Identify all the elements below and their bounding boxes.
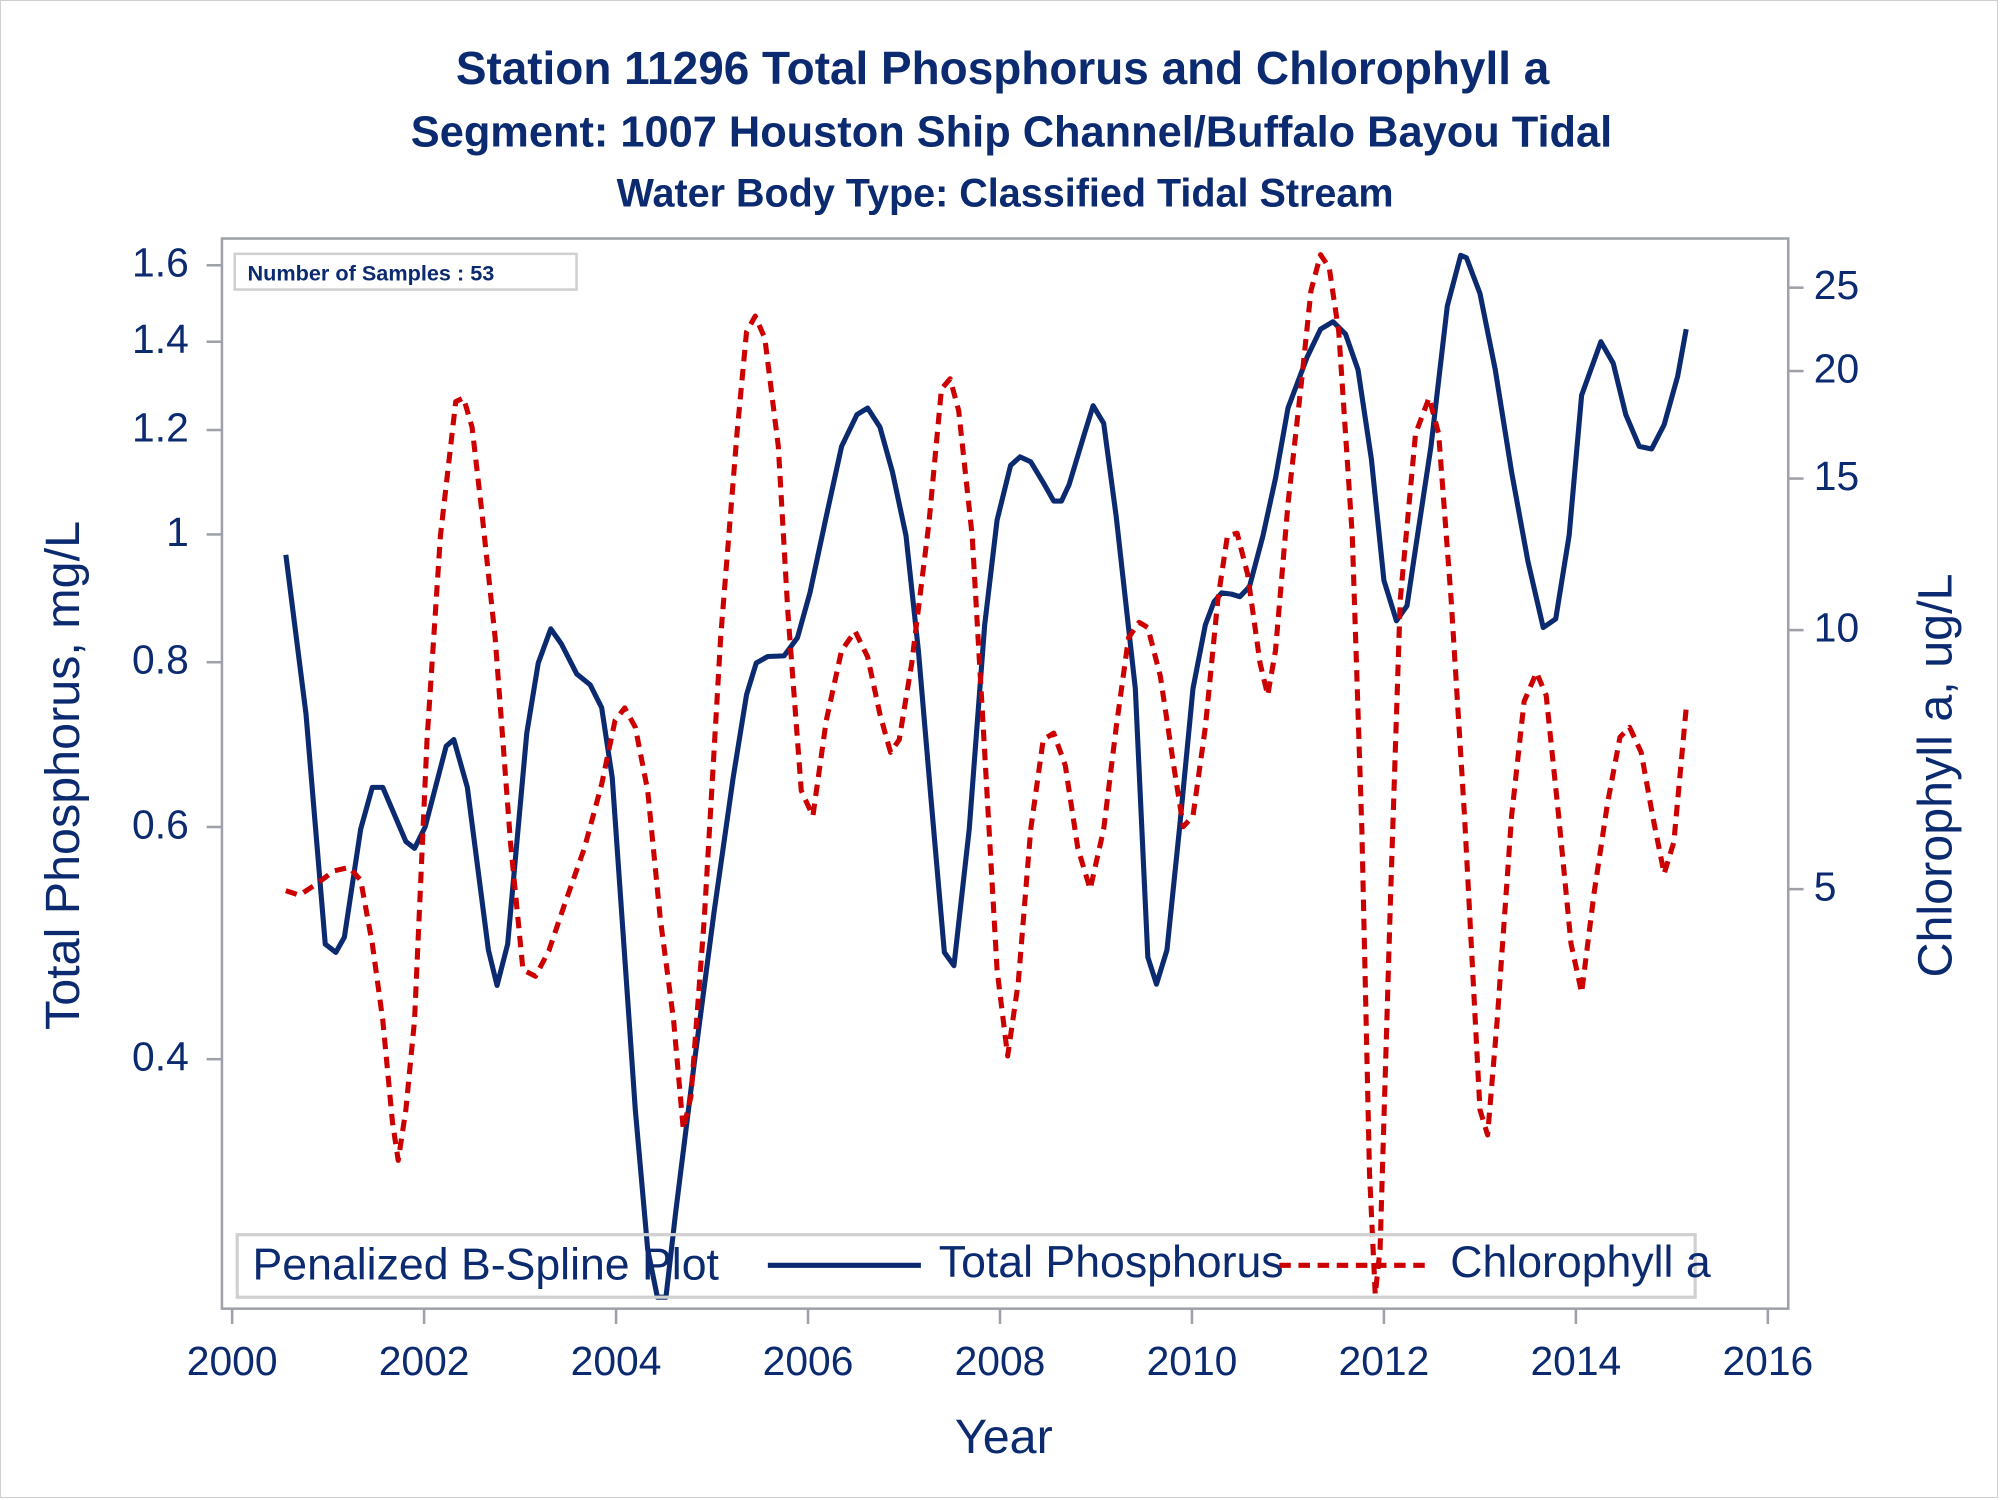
series-layer — [283, 252, 1689, 1300]
x-axis: 2000 2002 2004 2006 2008 2010 2012 2014 2016 — [187, 1308, 1813, 1384]
x-tick-label: 2010 — [1147, 1338, 1238, 1384]
y-tick-label: 1 — [166, 509, 189, 555]
x-tick-label: 2004 — [571, 1338, 662, 1384]
y-tick-label: 0.8 — [132, 637, 189, 683]
y-tick-label: 1.2 — [132, 404, 189, 450]
x-tick-label: 2002 — [379, 1338, 470, 1384]
y2-tick-label: 25 — [1814, 262, 1859, 308]
x-tick-label: 2016 — [1722, 1338, 1813, 1384]
chart-title: Station 11296 Total Phosphorus and Chlor… — [456, 42, 1550, 94]
y2-tick-label: 20 — [1814, 346, 1859, 392]
plot-area — [220, 237, 1790, 1310]
series-line-total-phosphorus — [283, 252, 1689, 1300]
legend-box — [235, 1233, 1697, 1299]
x-tick-label: 2006 — [763, 1338, 854, 1384]
y-tick-label: 0.6 — [132, 801, 189, 847]
sample-count-box — [233, 252, 578, 291]
sample-count-label: Number of Samples : 53 — [247, 261, 494, 286]
y2-tick-label: 15 — [1814, 453, 1859, 499]
series-line-chlorophyll-a — [285, 252, 1689, 1298]
x-tick-label: 2000 — [187, 1338, 278, 1384]
y-axis-label: Total Phosphorus, mg/L — [36, 521, 90, 1030]
y-tick-label: 0.4 — [132, 1034, 189, 1080]
x-tick-label: 2012 — [1339, 1338, 1430, 1384]
x-axis-label: Year — [955, 1410, 1053, 1464]
chart-subtitle: Segment: 1007 Houston Ship Channel/Buffa… — [411, 109, 1612, 157]
chart-subtitle-2: Water Body Type: Classified Tidal Stream — [617, 172, 1394, 216]
y2-tick-label: 5 — [1814, 864, 1837, 910]
y-axis-right: 25 20 15 10 5 — [1788, 262, 1859, 910]
y-axis-left: 1.6 1.4 1.2 1 0.8 0.6 0.4 — [132, 240, 222, 1080]
y-tick-label: 1.6 — [132, 240, 189, 286]
y-tick-label: 1.4 — [132, 316, 189, 362]
legend-label-total-phosphorus: Total Phosphorus — [939, 1238, 1284, 1287]
x-tick-label: 2008 — [955, 1338, 1046, 1384]
legend-title: Penalized B-Spline Plot — [253, 1240, 720, 1289]
x-tick-label: 2014 — [1530, 1338, 1621, 1384]
legend-label-chlorophyll-a: Chlorophyll a — [1450, 1238, 1711, 1287]
y2-axis-label: Chlorophyll a, ug/L — [1909, 573, 1963, 977]
y2-tick-label: 10 — [1814, 605, 1859, 651]
